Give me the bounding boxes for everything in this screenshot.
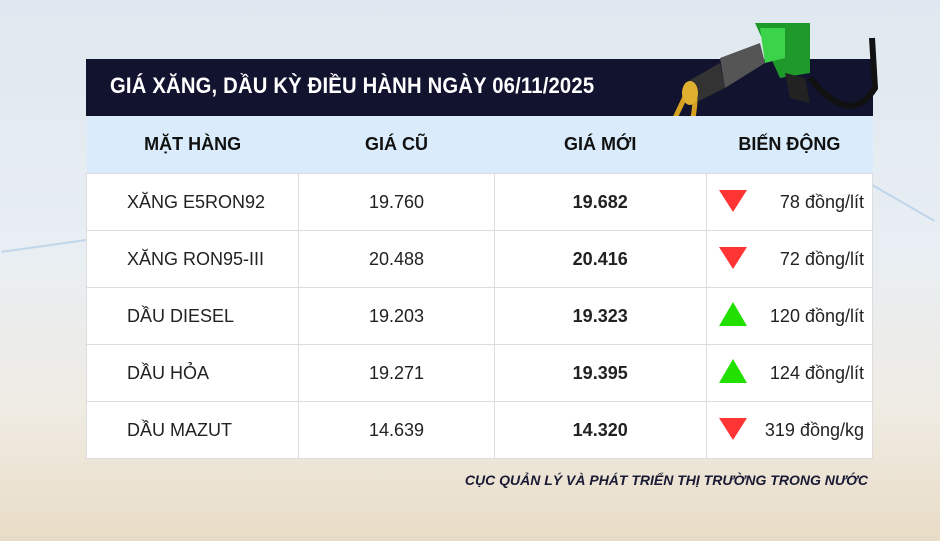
price-change: 78 đồng/lít [705, 173, 874, 231]
price-table: MẶT HÀNG GIÁ CŨ GIÁ MỚI BIẾN ĐỘNG XĂNG E… [85, 116, 874, 459]
new-price: 19.395 [493, 344, 707, 402]
price-change: 124 đồng/lít [705, 344, 874, 402]
old-price: 14.639 [298, 401, 495, 459]
table-row: DẦU HỎA 19.271 19.395 124 đồng/lít [85, 344, 874, 402]
arrow-down-icon [718, 247, 747, 269]
old-price: 20.488 [298, 230, 495, 288]
new-price: 19.682 [493, 173, 707, 231]
arrow-down-icon [718, 418, 747, 440]
column-header-item: MẶT HÀNG [86, 116, 299, 174]
old-price: 19.271 [298, 344, 495, 402]
item-name: DẦU HỎA [85, 344, 300, 402]
item-name: DẦU DIESEL [85, 287, 300, 345]
item-name: XĂNG E5RON92 [85, 173, 300, 231]
column-header-row: MẶT HÀNG GIÁ CŨ GIÁ MỚI BIẾN ĐỘNG [86, 116, 873, 174]
new-price: 20.416 [493, 230, 707, 288]
price-change: 120 đồng/lít [705, 287, 874, 345]
table-row: DẦU DIESEL 19.203 19.323 120 đồng/lít [85, 287, 874, 345]
table-row: XĂNG E5RON92 19.760 19.682 78 đồng/lít [85, 173, 874, 231]
arrow-up-icon [718, 302, 747, 326]
price-change: 72 đồng/lít [705, 230, 874, 288]
table-row: XĂNG RON95-III 20.488 20.416 72 đồng/lít [85, 230, 874, 288]
source-note: CỤC QUẢN LÝ VÀ PHÁT TRIỂN THỊ TRƯỜNG TRO… [464, 472, 868, 488]
fuel-nozzle-icon [667, 23, 879, 131]
arrow-up-icon [718, 359, 747, 383]
change-value: 319 đồng/kg [764, 419, 864, 440]
item-name: DẦU MAZUT [85, 401, 300, 459]
new-price: 14.320 [493, 401, 707, 459]
column-header-change: BIẾN ĐỘNG [706, 116, 873, 174]
change-value: 78 đồng/lít [779, 191, 864, 212]
new-price: 19.323 [493, 287, 707, 345]
old-price: 19.203 [298, 287, 495, 345]
page-title: GIÁ XĂNG, DẦU KỲ ĐIỀU HÀNH NGÀY 06/11/20… [110, 73, 595, 98]
arrow-down-icon [718, 190, 747, 212]
column-header-new-price: GIÁ MỚI [494, 116, 707, 174]
column-header-old-price: GIÁ CŨ [298, 116, 495, 174]
background-chart-line [864, 180, 936, 222]
change-value: 72 đồng/lít [779, 248, 864, 269]
change-value: 120 đồng/lít [769, 305, 864, 326]
price-change: 319 đồng/kg [705, 401, 874, 459]
old-price: 19.760 [298, 173, 495, 231]
item-name: XĂNG RON95-III [85, 230, 300, 288]
change-value: 124 đồng/lít [769, 362, 864, 383]
table-row: DẦU MAZUT 14.639 14.320 319 đồng/kg [85, 401, 874, 459]
